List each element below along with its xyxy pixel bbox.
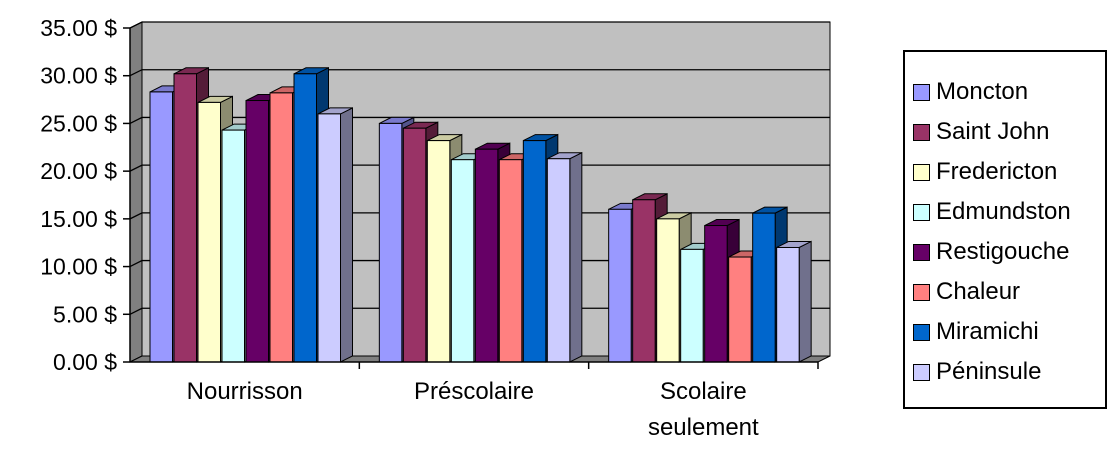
legend-swatch [913,83,930,101]
bar-side [340,107,353,363]
legend-label: Restigouche [936,238,1070,265]
legend-label: Fredericton [936,158,1058,185]
bar-front [474,148,499,363]
gridline [129,69,830,77]
legend-label: Miramichi [936,318,1039,345]
legend-label: Saint John [936,118,1050,145]
legend-swatch [913,243,930,261]
bar-front [704,225,728,363]
bar-front [680,248,704,363]
bar-front [632,199,656,363]
x-tick-label: Préscolaire [414,378,534,405]
legend-item: Saint John [913,117,1049,147]
bar-side [798,240,812,363]
gridline [129,307,830,315]
y-tick-label: 15.00 $ [40,206,117,232]
bar-front [293,73,317,363]
x-tick-label-line: Nourrisson [187,378,303,405]
bar-front [221,129,245,363]
legend-item: Miramichi [913,317,1039,347]
bar [546,151,583,363]
gridline [129,259,830,268]
x-tick-label-line: Scolaire [660,378,747,405]
y-tick-label: 30.00 $ [40,63,117,89]
legend-item: Péninsule [913,357,1041,387]
bar [776,240,812,363]
y-tick-label: 20.00 $ [40,158,117,184]
legend-swatch [913,363,930,381]
legend-item: Fredericton [913,157,1057,187]
chart-legend: Moncton Saint John Fredericton Edmundston Re… [903,50,1107,409]
legend-label: Edmundston [936,198,1071,225]
bar-front [450,159,475,363]
x-tick-label: Scolaire seulement [648,378,759,441]
bar-front [269,92,293,363]
legend-item: Restigouche [913,237,1069,267]
bar-front [728,256,752,363]
legend-item: Chaleur [913,277,1020,307]
x-tick-label: Nourrisson [187,378,303,405]
legend-swatch [913,203,930,221]
legend-swatch [913,323,930,341]
bar-front [546,158,571,363]
bar-front [317,113,341,363]
bar-front [197,101,221,363]
legend-label: Péninsule [936,358,1042,385]
legend-swatch [913,163,930,181]
bar-front [498,159,523,363]
gridline [129,21,830,29]
x-tick-label-line: Préscolaire [414,378,534,405]
y-tick-label: 10.00 $ [40,254,117,280]
legend-label: Chaleur [936,278,1021,305]
gridline [129,212,830,220]
bar-front [522,140,547,363]
gridline [129,164,830,172]
bar-front [426,140,451,363]
y-tick-label: 0.00 $ [53,349,117,375]
bar-front [776,246,800,363]
bar-front [245,100,269,363]
x-tick-label-line: seulement [648,414,759,441]
bar-front [752,212,776,363]
legend-item: Edmundston [913,197,1071,227]
bar-front [656,218,680,363]
bar [317,107,353,363]
bar-front [149,91,173,363]
y-tick-label: 35.00 $ [40,15,117,41]
bar-side [569,151,583,363]
bar-front [173,73,197,363]
y-tick-label: 5.00 $ [53,301,117,327]
bar-front [378,122,403,363]
bar-front [608,208,632,363]
legend-swatch [913,283,930,301]
legend-item: Moncton [913,77,1028,107]
bar-front [402,127,427,363]
y-tick-label: 25.00 $ [40,110,117,136]
legend-label: Moncton [936,78,1029,105]
gridline [129,116,830,125]
legend-swatch [913,123,930,141]
